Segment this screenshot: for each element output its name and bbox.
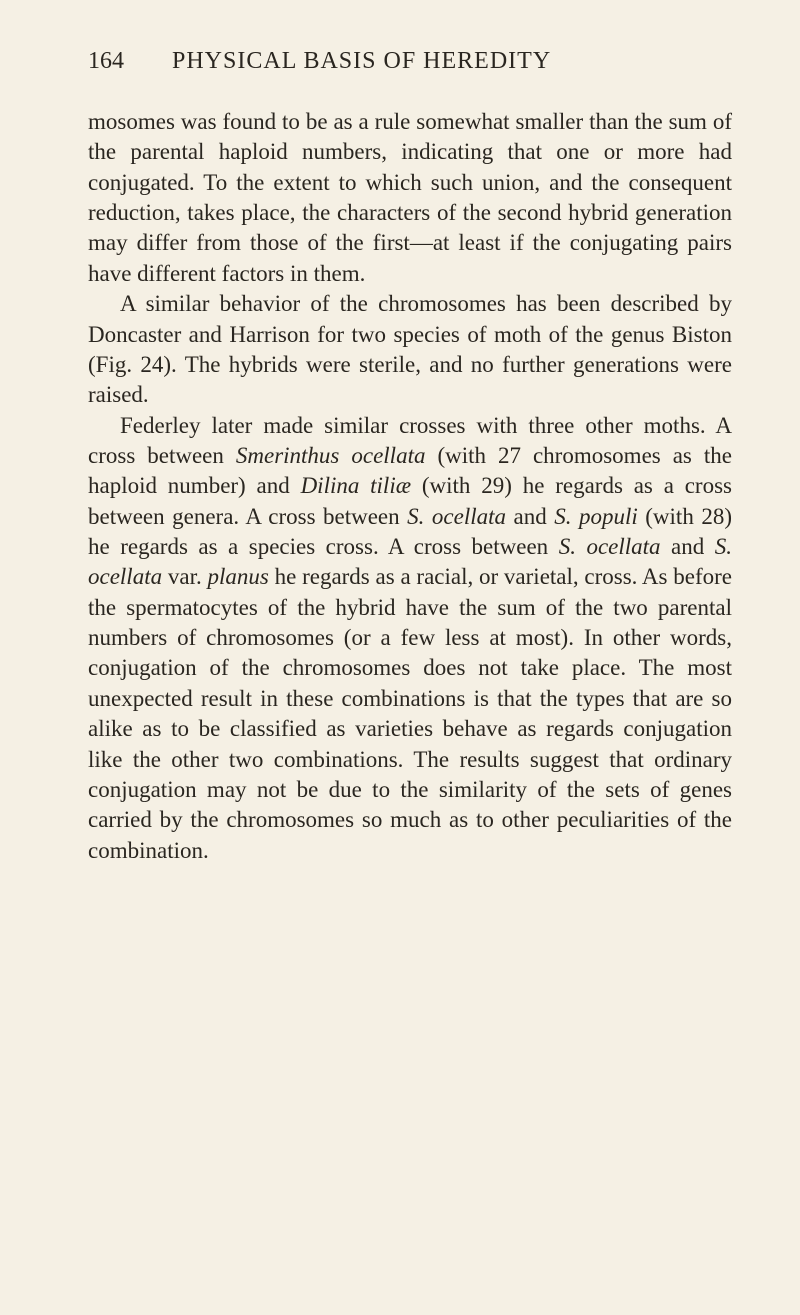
page-title: PHYSICAL BASIS OF HEREDITY [172,48,551,75]
p3-part7: var. [162,564,207,589]
species-s-populi: S. populi [554,504,638,529]
species-s-ocellata-1: S. ocellata [407,504,506,529]
p3-part4: and [506,504,554,529]
species-planus: planus [207,564,268,589]
p3-part8: he regards as a racial, or varietal, cro… [88,564,732,862]
page-number: 164 [88,48,124,75]
species-smerinthus-ocellata: Smerinthus ocellata [236,443,426,468]
paragraph-3: Federley later made similar crosses with… [88,411,732,866]
species-s-ocellata-2: S. ocellata [559,534,661,559]
species-dilina-tiliae: Dilina tiliæ [301,473,412,498]
body-text: mosomes was found to be as a rule somewh… [88,107,732,866]
paragraph-2: A similar behavior of the chromosomes ha… [88,289,732,410]
page-header: 164 PHYSICAL BASIS OF HEREDITY [88,48,732,75]
p3-part6: and [661,534,715,559]
paragraph-1: mosomes was found to be as a rule somewh… [88,107,732,289]
